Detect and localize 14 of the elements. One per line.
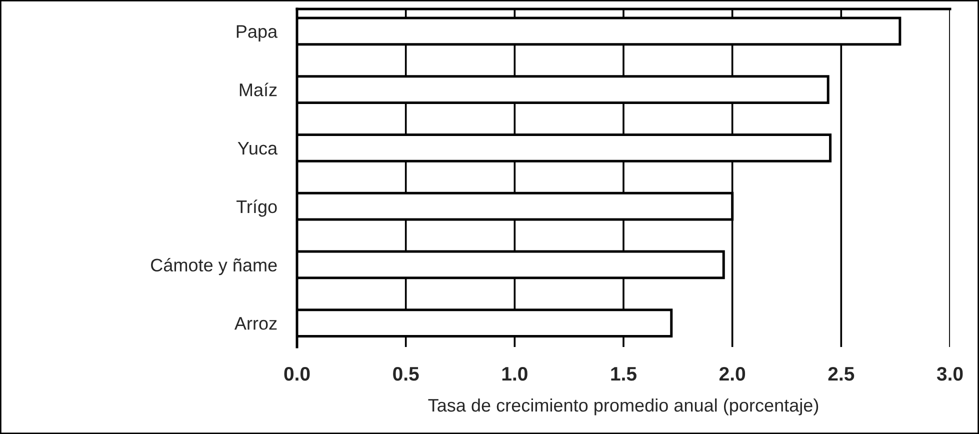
y-tick-label: Maíz xyxy=(240,82,277,96)
x-tick-label: 2.0 xyxy=(719,366,746,381)
y-tick-label: Papa xyxy=(236,25,278,42)
x-tick-label: 1.5 xyxy=(611,367,636,381)
x-tick-label: 2.5 xyxy=(828,366,854,381)
y-tick-label: Yuca xyxy=(238,142,278,155)
x-tick-label: 3.0 xyxy=(936,366,963,381)
y-tick-label: Cámote y ñame xyxy=(151,258,277,276)
x-tick-label: 0.0 xyxy=(284,366,310,381)
x-tick-label: 1.0 xyxy=(502,366,528,381)
y-tick-label: Arroz xyxy=(234,317,277,330)
x-axis-title: Tasa de crecimiento promedio anual (porcentaje) xyxy=(428,398,818,416)
y-tick-label: Trígo xyxy=(236,200,277,217)
x-tick-label: 0.5 xyxy=(393,366,419,381)
